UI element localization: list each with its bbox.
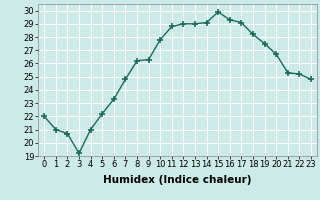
X-axis label: Humidex (Indice chaleur): Humidex (Indice chaleur)	[103, 175, 252, 185]
